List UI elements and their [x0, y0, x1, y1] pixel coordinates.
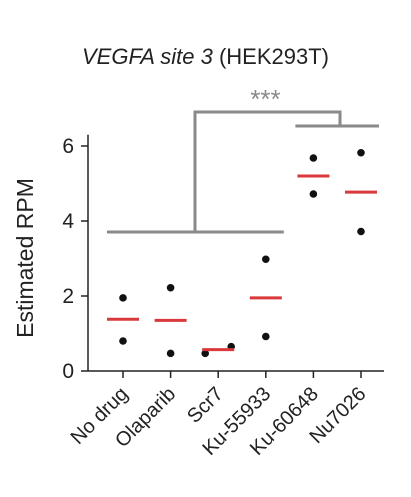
y-axis-label: Estimated RPM: [12, 178, 38, 338]
y-tick-label: 4: [62, 210, 74, 233]
data-point: [262, 255, 270, 264]
y-tick-label: 2: [62, 285, 74, 308]
significance-brackets: ***: [107, 84, 379, 234]
significance-label: ***: [250, 84, 280, 114]
data-point: [201, 349, 209, 358]
data-point: [119, 337, 127, 345]
y-tick-label: 6: [62, 135, 74, 158]
data-point: [262, 332, 270, 341]
y-tick-label: 0: [62, 360, 74, 383]
chart-title: VEGFA site 3 (HEK293T): [0, 44, 411, 70]
data-point: [119, 294, 127, 302]
data-point: [309, 190, 318, 198]
data-point: [166, 283, 175, 292]
data-marks: [107, 148, 377, 358]
comparison-bracket: [193, 110, 342, 232]
data-point: [357, 227, 365, 236]
chart-title-italic: VEGFA site 3: [82, 44, 213, 69]
data-point: [166, 349, 175, 358]
chart-title-rest: (HEK293T): [218, 44, 329, 69]
data-point: [309, 154, 318, 162]
y-axis: 0 2 4 6: [62, 134, 89, 383]
data-point: [357, 148, 365, 157]
